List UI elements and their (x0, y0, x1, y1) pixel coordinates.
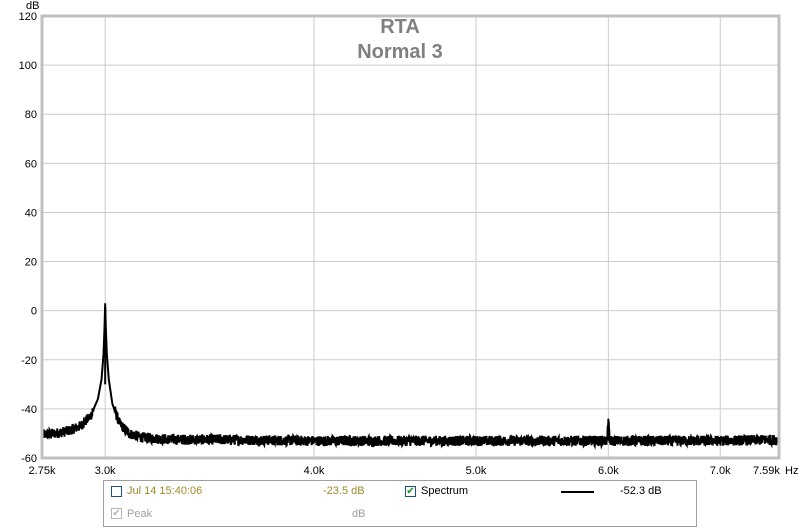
spectrum-line-swatch (561, 491, 594, 493)
x-tick-label: 4.0k (304, 465, 325, 477)
chart-title: RTA (380, 16, 420, 38)
y-tick-label: 100 (19, 60, 37, 72)
checkmark-icon: ✔ (112, 508, 121, 519)
plot-frame (40, 14, 781, 460)
peak-label: Peak (127, 508, 153, 520)
x-tick-label: 7.0k (710, 465, 731, 477)
measurement-value: -23.5 dB (323, 485, 365, 497)
y-tick-label: -40 (21, 404, 37, 416)
checkmark-icon: ✔ (406, 486, 415, 497)
y-tick-label: 20 (25, 257, 37, 269)
y-tick-label: 60 (25, 158, 37, 170)
spectrum-checkbox[interactable]: ✔ (405, 486, 416, 497)
y-tick-label: 80 (25, 109, 37, 121)
x-axis-unit-label: Hz (785, 465, 798, 477)
y-tick-label: -60 (21, 453, 37, 465)
x-tick-label: 6.0k (598, 465, 619, 477)
chart-subtitle: Normal 3 (357, 41, 443, 63)
x-tick-label: 7.59k (753, 465, 780, 477)
rta-chart: dB 120 100 80 60 40 20 0 -20 -40 -60 2.75k 3.0k 4.0… (19, 0, 799, 477)
y-tick-labels: 120 100 80 60 40 20 0 -20 -40 -60 (19, 11, 37, 465)
measurement-checkbox[interactable] (111, 486, 122, 497)
legend-panel: Jul 14 15:40:06 -23.5 dB ✔ Spectrum -52.… (103, 480, 697, 527)
x-tick-labels: 2.75k 3.0k 4.0k 5.0k 6.0k 7.0k 7.59k Hz (29, 465, 799, 477)
x-tick-label: 3.0k (95, 465, 116, 477)
spectrum-series-line (42, 306, 779, 450)
peak-checkbox[interactable]: ✔ (111, 508, 122, 519)
measurement-timestamp: Jul 14 15:40:06 (127, 485, 203, 497)
y-tick-label: -20 (21, 355, 37, 367)
y-tick-label: 0 (31, 306, 37, 318)
x-tick-label: 5.0k (466, 465, 487, 477)
y-tick-label: 40 (25, 207, 37, 219)
y-axis-unit-label: dB (26, 0, 39, 12)
grid-lines (42, 15, 779, 459)
legend-row-peak: ✔ Peak dB (104, 508, 696, 526)
legend-row-measurement: Jul 14 15:40:06 -23.5 dB ✔ Spectrum -52.… (104, 485, 696, 503)
spectrum-value: -52.3 dB (620, 485, 662, 497)
peak-value: dB (352, 508, 366, 520)
spectrum-label: Spectrum (421, 485, 469, 497)
y-tick-label: 120 (19, 11, 37, 23)
x-tick-label: 2.75k (29, 465, 56, 477)
